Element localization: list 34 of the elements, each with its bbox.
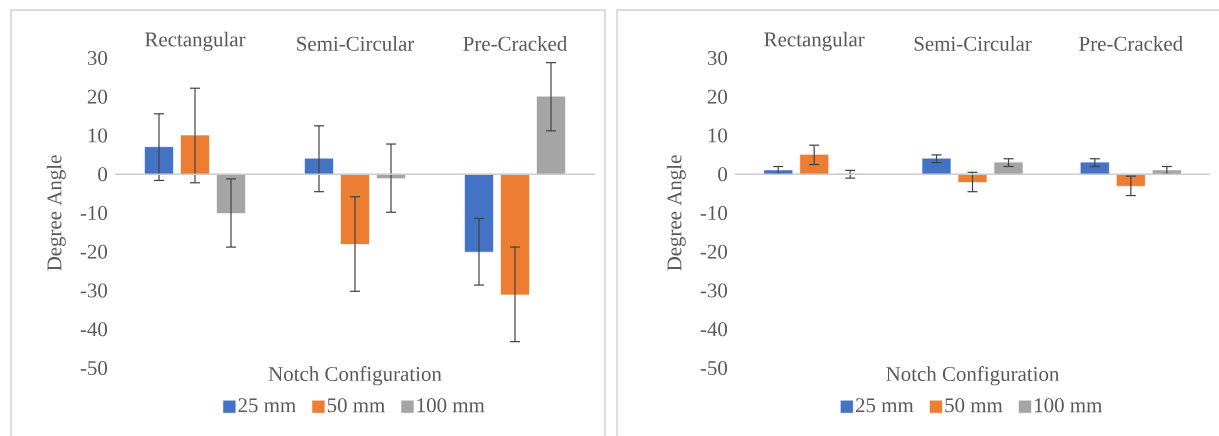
x-tick-label: Semi-Circular bbox=[914, 36, 1032, 51]
y-tick-label: 30 bbox=[87, 50, 108, 66]
x-tick-label: Semi-Circular bbox=[297, 36, 415, 51]
y-tick-label: 10 bbox=[88, 128, 108, 143]
x-axis-title: Notch Configuration bbox=[268, 366, 442, 386]
y-tick-label: -50 bbox=[80, 360, 108, 376]
y-tick-label: 30 bbox=[707, 50, 728, 66]
y-axis-title: Degree Angle bbox=[46, 155, 66, 271]
y-tick-label: 20 bbox=[707, 89, 728, 104]
legend-label: 100 mm bbox=[417, 398, 485, 413]
x-axis-title: Notch Configuration bbox=[886, 366, 1060, 386]
legend-label: 50 mm bbox=[945, 398, 1003, 413]
x-tick-label: Rectangular bbox=[764, 31, 865, 51]
legend-label: 25 mm bbox=[855, 398, 914, 413]
y-tick-label: -40 bbox=[700, 322, 728, 337]
legend-label: 25 mm bbox=[238, 398, 296, 413]
y-tick-label: -10 bbox=[700, 205, 728, 221]
y-tick-label: -30 bbox=[80, 283, 108, 298]
y-tick-label: 0 bbox=[98, 167, 108, 182]
y-tick-label: -10 bbox=[80, 205, 108, 221]
x-tick-label: Rectangular bbox=[145, 31, 246, 51]
legend-label: 100 mm bbox=[1035, 398, 1103, 413]
x-tick-label: Pre-Cracked bbox=[1079, 36, 1183, 51]
y-tick-label: -20 bbox=[80, 244, 108, 259]
y-tick-label: 10 bbox=[708, 128, 728, 143]
y-tick-label: 0 bbox=[718, 167, 728, 182]
legend-label: 50 mm bbox=[327, 398, 385, 413]
y-tick-label: -30 bbox=[700, 283, 728, 298]
y-tick-label: -40 bbox=[80, 322, 108, 337]
y-tick-label: 20 bbox=[87, 89, 108, 104]
y-tick-label: -50 bbox=[700, 360, 728, 376]
x-tick-label: Pre-Cracked bbox=[463, 36, 568, 51]
y-axis-title: Degree Angle bbox=[666, 155, 686, 271]
y-tick-label: -20 bbox=[700, 244, 728, 259]
